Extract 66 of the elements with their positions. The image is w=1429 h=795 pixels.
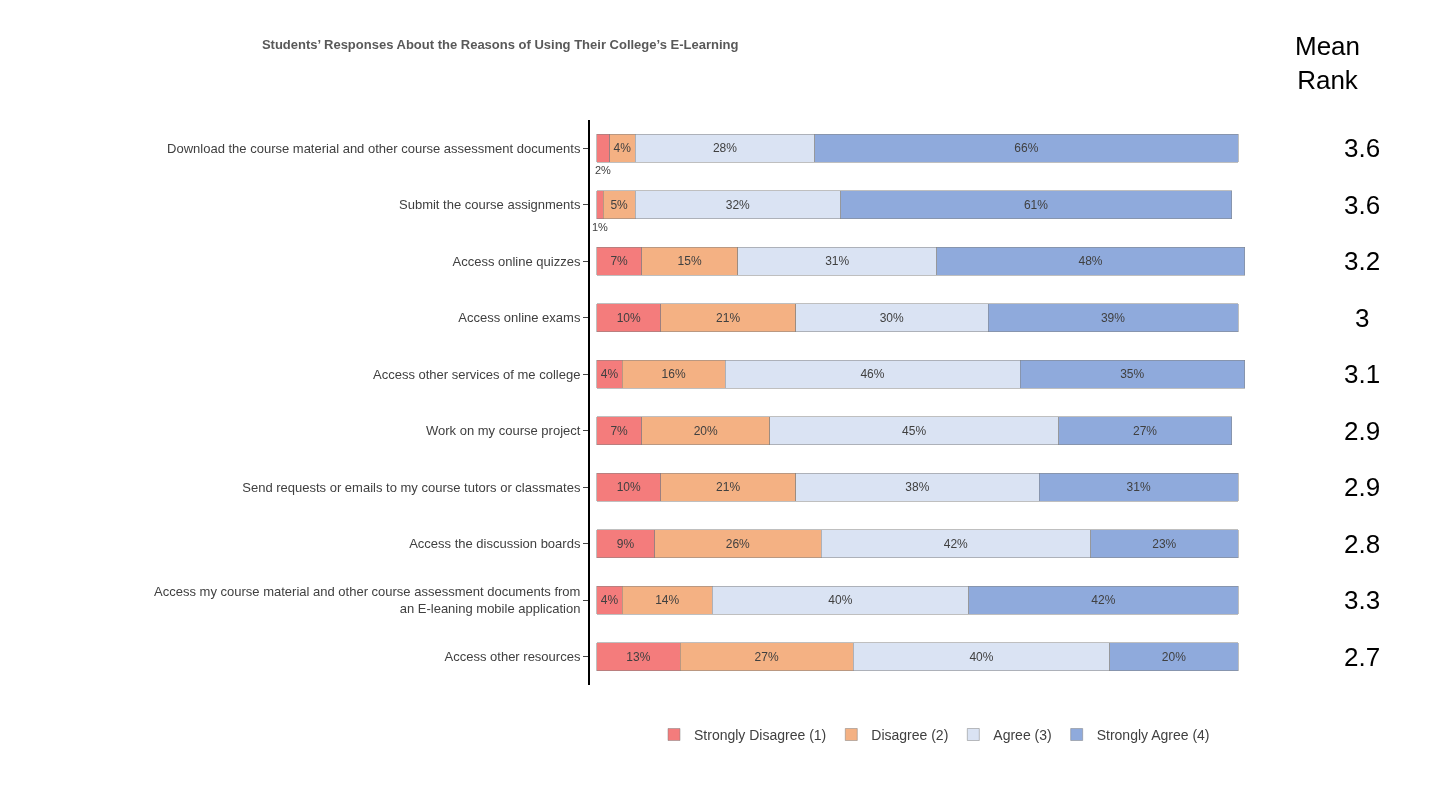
data-label: 4%: [613, 141, 632, 156]
data-label: 20%: [1161, 649, 1187, 664]
data-label: 1%: [592, 221, 609, 233]
data-label: 28%: [712, 141, 738, 156]
data-label: 5%: [610, 197, 629, 212]
legend-label: Agree (3): [993, 726, 1052, 743]
y-tick-label: Work on my course project: [426, 423, 581, 439]
data-label: 39%: [1100, 310, 1126, 325]
data-label: 31%: [1126, 480, 1151, 495]
data-label: 38%: [905, 480, 930, 495]
legend-label: Strongly Disagree (1): [694, 726, 827, 743]
text: 3.2: [1344, 246, 1381, 276]
legend-label: Strongly Agree (4): [1096, 726, 1210, 743]
y-tick-label: Download the course material and other course assessment documents: [167, 140, 581, 156]
text: 2.9: [1344, 472, 1381, 502]
data-label: 46%: [860, 367, 885, 382]
data-label: 4%: [600, 593, 619, 608]
text: 2.9: [1344, 416, 1381, 446]
y-tick-label: Access the discussion boards: [409, 536, 581, 552]
data-label: 27%: [754, 649, 779, 664]
data-label: 30%: [879, 310, 904, 325]
y-tick-label: Access other services of me college: [373, 366, 581, 382]
data-label: 14%: [655, 593, 680, 608]
y-tick-label: Send requests or emails to my course tutors or classmates: [242, 479, 581, 495]
data-label: 16%: [661, 367, 686, 382]
data-label: 27%: [1132, 423, 1158, 438]
data-label: 10%: [616, 480, 642, 495]
text: 3.1: [1344, 359, 1381, 389]
data-label: 20%: [693, 423, 718, 438]
data-label: 45%: [902, 423, 927, 438]
data-label: 32%: [725, 197, 751, 212]
text: 3: [1355, 303, 1370, 333]
data-label: 26%: [725, 536, 751, 551]
data-label: 42%: [1091, 593, 1116, 608]
data-label: 13%: [626, 649, 651, 664]
data-label: 48%: [1078, 254, 1103, 269]
y-tick-label: Access other resources: [444, 649, 581, 665]
data-label: 15%: [677, 254, 702, 269]
y-tick-label: Access my course material and other course assessment documents from an E-leaning mobile application: [154, 584, 581, 617]
data-label: 66%: [1014, 141, 1039, 156]
data-label: 21%: [716, 310, 741, 325]
data-label: 42%: [943, 536, 969, 551]
data-label: 40%: [828, 593, 853, 608]
data-label: 9%: [616, 536, 635, 551]
text: 2.8: [1344, 529, 1381, 559]
y-tick-label: Access online exams: [458, 310, 581, 326]
data-label: 7%: [610, 254, 629, 269]
data-label: 61%: [1023, 197, 1049, 212]
data-label: 7%: [610, 423, 629, 438]
y-tick-label: Submit the course assignments: [399, 197, 581, 213]
data-label: 31%: [825, 254, 850, 269]
data-label: 40%: [969, 649, 994, 664]
data-label: 10%: [616, 310, 642, 325]
text: 3.3: [1344, 585, 1381, 615]
y-tick-label: Access online quizzes: [452, 253, 581, 269]
legend-label: Disagree (2): [871, 726, 949, 743]
chart-title: Students’ Responses About the Reasons of Using Their College’s E-Learning: [261, 36, 739, 52]
data-label: 4%: [600, 367, 619, 382]
text: 2.7: [1344, 642, 1381, 672]
text: 3.6: [1344, 133, 1381, 163]
data-label: 2%: [595, 164, 612, 176]
text: 3.6: [1344, 190, 1381, 220]
data-label: 35%: [1120, 367, 1145, 382]
data-label: 21%: [716, 480, 741, 495]
text: Mean Rank: [1295, 31, 1361, 95]
data-label: 23%: [1152, 536, 1177, 551]
